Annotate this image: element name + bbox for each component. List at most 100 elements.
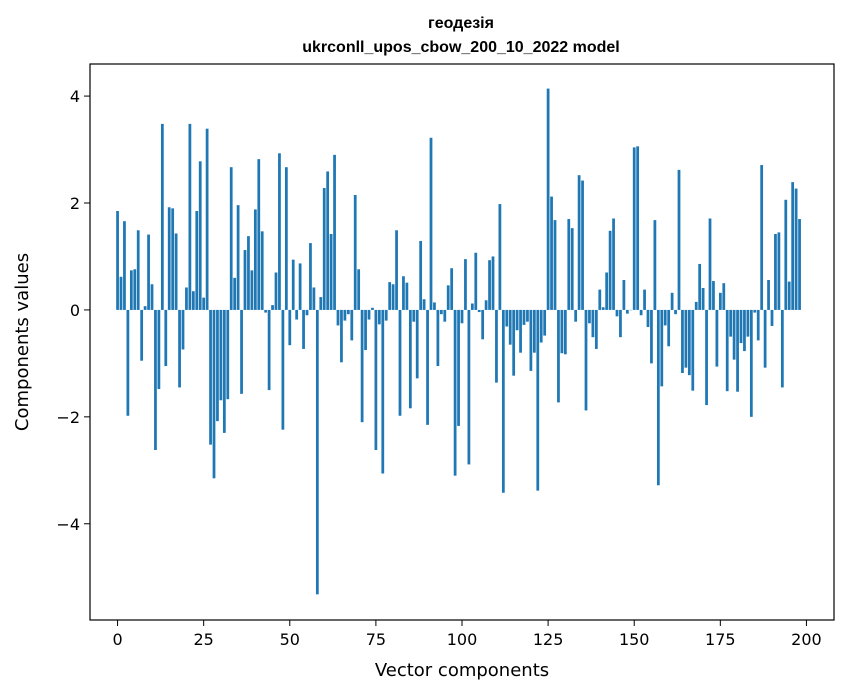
bar (760, 165, 764, 310)
bar (674, 309, 677, 315)
bar (594, 309, 598, 349)
bar (705, 309, 708, 406)
bar (350, 309, 354, 341)
bar (436, 309, 440, 367)
bar (598, 289, 602, 310)
bar (198, 161, 202, 310)
bar (522, 309, 526, 325)
bar (512, 309, 516, 376)
bar (364, 309, 367, 351)
x-axis-ticks: 0 25 50 75 100 125 150 175 200 (112, 620, 822, 649)
bar (157, 309, 161, 390)
bar (195, 211, 199, 310)
bar (477, 309, 481, 313)
bar (519, 309, 522, 353)
bar (205, 128, 209, 310)
bar (381, 309, 385, 474)
bar (646, 309, 650, 328)
bar (650, 309, 653, 364)
bar (777, 232, 781, 310)
bar (309, 243, 312, 310)
bar (319, 297, 323, 310)
bar (694, 301, 698, 310)
bar (581, 180, 584, 310)
bar (725, 309, 729, 392)
bar (429, 137, 433, 310)
bar (794, 188, 798, 310)
bar (202, 297, 206, 310)
bar (749, 309, 753, 417)
bar (167, 207, 171, 310)
bar (188, 123, 192, 310)
bar (357, 269, 361, 310)
bar (450, 268, 454, 310)
bar (191, 291, 195, 310)
bar (767, 279, 770, 310)
bar (329, 234, 333, 310)
x-axis-label: Vector components (375, 660, 549, 681)
bar (298, 263, 302, 310)
bar (154, 309, 157, 450)
bar (129, 270, 133, 310)
bar (536, 309, 540, 491)
bar (667, 309, 671, 347)
bar (315, 309, 319, 595)
y-axis-ticks: −4 −2 0 2 4 (56, 87, 90, 534)
bar (171, 208, 175, 310)
bar (743, 309, 746, 352)
bar (322, 188, 326, 310)
bar (426, 309, 429, 425)
bar (415, 309, 419, 379)
bar (660, 309, 664, 387)
chart-subtitle: ukrconll_upos_cbow_200_10_2022 model (302, 39, 619, 56)
bar (546, 88, 550, 310)
bar (343, 309, 347, 321)
bar (295, 309, 299, 320)
bar (543, 309, 547, 336)
bar (222, 309, 226, 433)
bar (574, 309, 578, 322)
bar (340, 309, 343, 363)
y-tick-label: 0 (70, 301, 80, 320)
bar (136, 230, 140, 310)
bar (278, 153, 281, 310)
y-tick-label: 4 (70, 87, 80, 106)
bar (539, 309, 543, 343)
bar (353, 194, 357, 310)
x-tick-label: 50 (280, 630, 300, 649)
bar (715, 309, 719, 367)
bar (209, 309, 212, 445)
bar (233, 277, 237, 310)
x-tick-label: 175 (705, 630, 736, 649)
bar (677, 169, 681, 310)
bar (774, 234, 777, 310)
bar (687, 309, 691, 376)
bar (116, 211, 119, 310)
bar (281, 309, 285, 430)
bar (126, 309, 130, 416)
bar (398, 309, 402, 416)
bar (474, 252, 478, 310)
bar (770, 309, 774, 326)
bar (780, 309, 784, 388)
bar (260, 231, 264, 310)
bar (526, 309, 529, 322)
x-tick-label: 200 (791, 630, 822, 649)
bar (367, 309, 371, 320)
bar (625, 309, 629, 314)
bar (605, 272, 609, 310)
bar (288, 309, 292, 346)
bar (467, 309, 471, 465)
bar (216, 309, 219, 422)
bar (484, 300, 488, 310)
bar (563, 309, 567, 355)
bar (247, 236, 250, 310)
bar (739, 309, 743, 344)
bar (439, 309, 443, 315)
bar (174, 233, 178, 310)
y-tick-label: 2 (70, 194, 80, 213)
bar (601, 307, 605, 310)
bar (488, 260, 491, 310)
bar (508, 309, 512, 345)
